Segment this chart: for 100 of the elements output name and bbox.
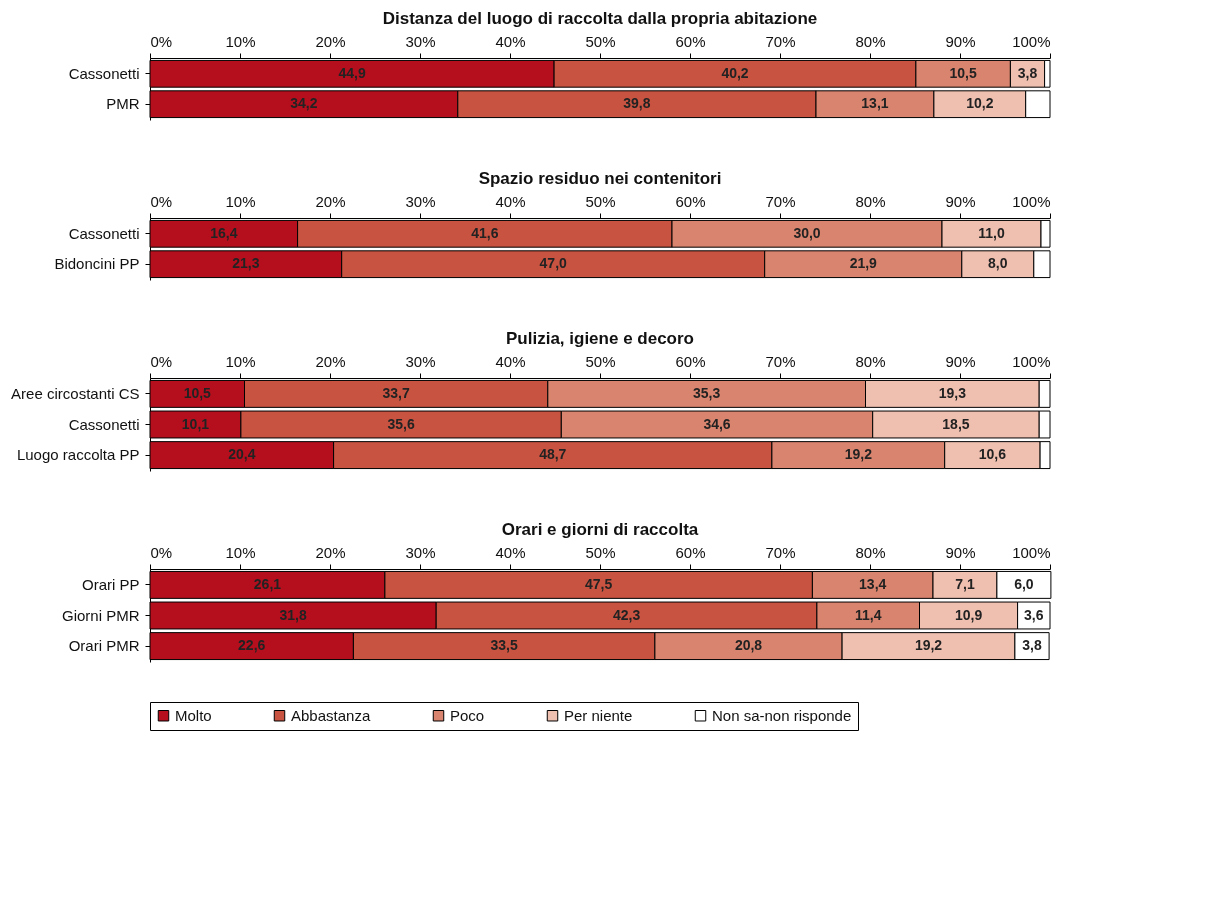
- data-label: 8,0: [988, 255, 1008, 272]
- data-label: 26,1: [253, 575, 282, 592]
- data-label: 21,9: [849, 255, 878, 272]
- x-tick-label: 80%: [855, 192, 886, 210]
- data-label: 16,4: [210, 224, 238, 241]
- x-tick-label: 90%: [945, 352, 976, 370]
- x-tick-label: 50%: [585, 352, 616, 370]
- x-tick-label: 80%: [855, 543, 886, 561]
- x-tick-label: 90%: [945, 192, 976, 210]
- x-tick-label: 30%: [405, 32, 436, 50]
- data-label: 11,4: [854, 606, 882, 623]
- x-tick-label: 20%: [315, 192, 346, 210]
- legend-label: Molto: [175, 706, 212, 724]
- x-tick-label: 70%: [765, 543, 796, 561]
- y-tick-label: Cassonetti: [68, 64, 140, 82]
- x-tick-label: 40%: [495, 32, 526, 50]
- legend-label: Per niente: [564, 706, 633, 724]
- data-label: 10,5: [183, 384, 212, 401]
- x-tick-label: 100%: [1012, 543, 1051, 561]
- data-label: 3,6: [1024, 606, 1044, 623]
- x-tick-label: 40%: [495, 352, 526, 370]
- legend-label: Poco: [450, 706, 485, 724]
- y-tick-label: Cassonetti: [68, 415, 140, 433]
- x-tick-label: 60%: [675, 192, 706, 210]
- data-label: 34,6: [703, 415, 731, 432]
- data-label: 44,9: [338, 64, 366, 81]
- x-tick-label: 80%: [855, 352, 886, 370]
- chart-title: Spazio residuo nei contenitori: [478, 169, 722, 188]
- data-label: 6,0: [1014, 575, 1034, 592]
- data-label: 47,5: [585, 575, 613, 592]
- y-tick-label: Cassonetti: [68, 224, 140, 242]
- x-tick-label: 0%: [150, 352, 173, 370]
- data-label: 10,5: [949, 64, 977, 81]
- data-label: 33,7: [382, 384, 410, 401]
- chart-title: Orari e giorni di raccolta: [501, 520, 699, 539]
- x-tick-label: 100%: [1012, 192, 1051, 210]
- x-tick-label: 40%: [495, 192, 526, 210]
- data-label: 13,1: [861, 95, 889, 112]
- data-label: 22,6: [238, 637, 266, 654]
- x-tick-label: 0%: [150, 543, 173, 561]
- x-tick-label: 0%: [150, 32, 173, 50]
- data-label: 41,6: [471, 224, 499, 241]
- x-tick-label: 10%: [225, 192, 256, 210]
- x-tick-label: 20%: [315, 32, 346, 50]
- x-tick-label: 80%: [855, 32, 886, 50]
- x-tick-label: 20%: [315, 352, 346, 370]
- data-label: 13,4: [859, 575, 887, 592]
- x-tick-label: 70%: [765, 352, 796, 370]
- data-label: 30,0: [793, 224, 821, 241]
- legend-label: Non sa-non risponde: [712, 706, 852, 724]
- data-label: 3,8: [1017, 64, 1038, 81]
- x-tick-label: 100%: [1012, 352, 1051, 370]
- y-tick-label: Giorni PMR: [61, 606, 140, 624]
- data-label: 47,0: [539, 255, 568, 272]
- x-tick-label: 50%: [585, 543, 616, 561]
- x-tick-label: 30%: [405, 352, 436, 370]
- data-label: 33,5: [490, 637, 518, 654]
- data-label: 35,3: [693, 384, 721, 401]
- data-label: 18,5: [942, 415, 970, 432]
- y-tick-label: Luogo raccolta PP: [16, 446, 140, 464]
- data-label: 35,6: [387, 415, 415, 432]
- data-label: 21,3: [232, 255, 260, 272]
- x-tick-label: 90%: [945, 543, 976, 561]
- x-tick-label: 100%: [1012, 32, 1051, 50]
- data-label: 34,2: [290, 95, 318, 112]
- chart-title: Pulizia, igiene e decoro: [506, 329, 694, 348]
- data-label: 19,2: [844, 446, 873, 463]
- y-tick-label: Aree circostanti CS: [11, 384, 140, 402]
- data-label: 19,3: [938, 384, 967, 401]
- data-label: 42,3: [612, 606, 641, 623]
- data-label: 19,2: [914, 637, 943, 654]
- x-tick-label: 60%: [675, 543, 706, 561]
- data-label: 39,8: [623, 95, 651, 112]
- x-tick-label: 60%: [675, 32, 706, 50]
- data-label: 40,2: [721, 64, 749, 81]
- data-label: 20,8: [734, 637, 763, 654]
- chart-title: Distanza del luogo di raccolta dalla propria abitazione: [382, 9, 818, 28]
- x-tick-label: 40%: [495, 543, 526, 561]
- data-label: 31,8: [279, 606, 307, 623]
- data-label: 7,1: [955, 575, 975, 592]
- data-label: 11,0: [978, 224, 1005, 241]
- data-label: 10,6: [978, 446, 1007, 463]
- x-tick-label: 60%: [675, 352, 706, 370]
- y-tick-label: PMR: [106, 95, 140, 113]
- y-tick-label: Bidoncini PP: [54, 255, 140, 273]
- x-tick-label: 90%: [945, 32, 976, 50]
- x-tick-label: 50%: [585, 192, 616, 210]
- x-tick-label: 20%: [315, 543, 346, 561]
- data-label: 10,9: [954, 606, 983, 623]
- x-tick-label: 10%: [225, 543, 256, 561]
- x-tick-label: 70%: [765, 32, 796, 50]
- y-tick-label: Orari PP: [81, 575, 140, 593]
- x-tick-label: 50%: [585, 32, 616, 50]
- x-tick-label: 0%: [150, 192, 173, 210]
- x-tick-label: 10%: [225, 352, 256, 370]
- data-label: 10,1: [181, 415, 210, 432]
- x-tick-label: 70%: [765, 192, 796, 210]
- x-tick-label: 30%: [405, 543, 436, 561]
- x-tick-label: 30%: [405, 192, 436, 210]
- data-label: 48,7: [539, 446, 567, 463]
